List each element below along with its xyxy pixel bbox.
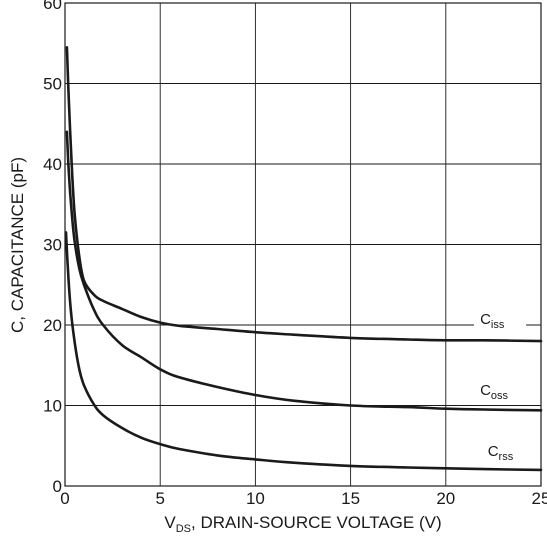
y-axis-ticks: 0 10 20 30 40 50 60 (43, 0, 62, 496)
series-label-ciss: Ciss (480, 311, 505, 331)
x-axis-ticks: 0 5 10 15 20 25 (60, 489, 547, 508)
y-tick-label: 10 (43, 397, 62, 416)
x-tick-label: 0 (60, 489, 69, 508)
y-tick-label: 60 (43, 0, 62, 13)
series-labels: Ciss Coss Crss (474, 308, 534, 465)
series-label-backing (474, 308, 527, 333)
x-axis-title: VDS, DRAIN-SOURCE VOLTAGE (V) (164, 513, 441, 535)
series-line-crss (64, 231, 543, 472)
y-tick-label: 30 (43, 236, 62, 255)
x-tick-label: 20 (436, 489, 455, 508)
series-label-crss: Crss (488, 443, 514, 463)
y-tick-label: 50 (43, 75, 62, 94)
series-label-backing (481, 440, 534, 465)
x-tick-label: 25 (532, 489, 547, 508)
series-line-coss (65, 130, 543, 412)
series-label-backing (474, 379, 527, 404)
x-tick-label: 5 (155, 489, 164, 508)
x-tick-label: 10 (246, 489, 265, 508)
y-tick-label: 0 (53, 477, 62, 496)
series-lines (64, 46, 543, 472)
series-label-coss: Coss (480, 382, 508, 402)
y-tick-label: 20 (43, 316, 62, 335)
x-tick-label: 15 (341, 489, 360, 508)
grid (65, 3, 541, 486)
y-tick-label: 40 (43, 155, 62, 174)
series-line-ciss (65, 46, 543, 343)
y-axis-title: C, CAPACITANCE (pF) (8, 157, 27, 333)
plot-frame (64, 2, 542, 487)
